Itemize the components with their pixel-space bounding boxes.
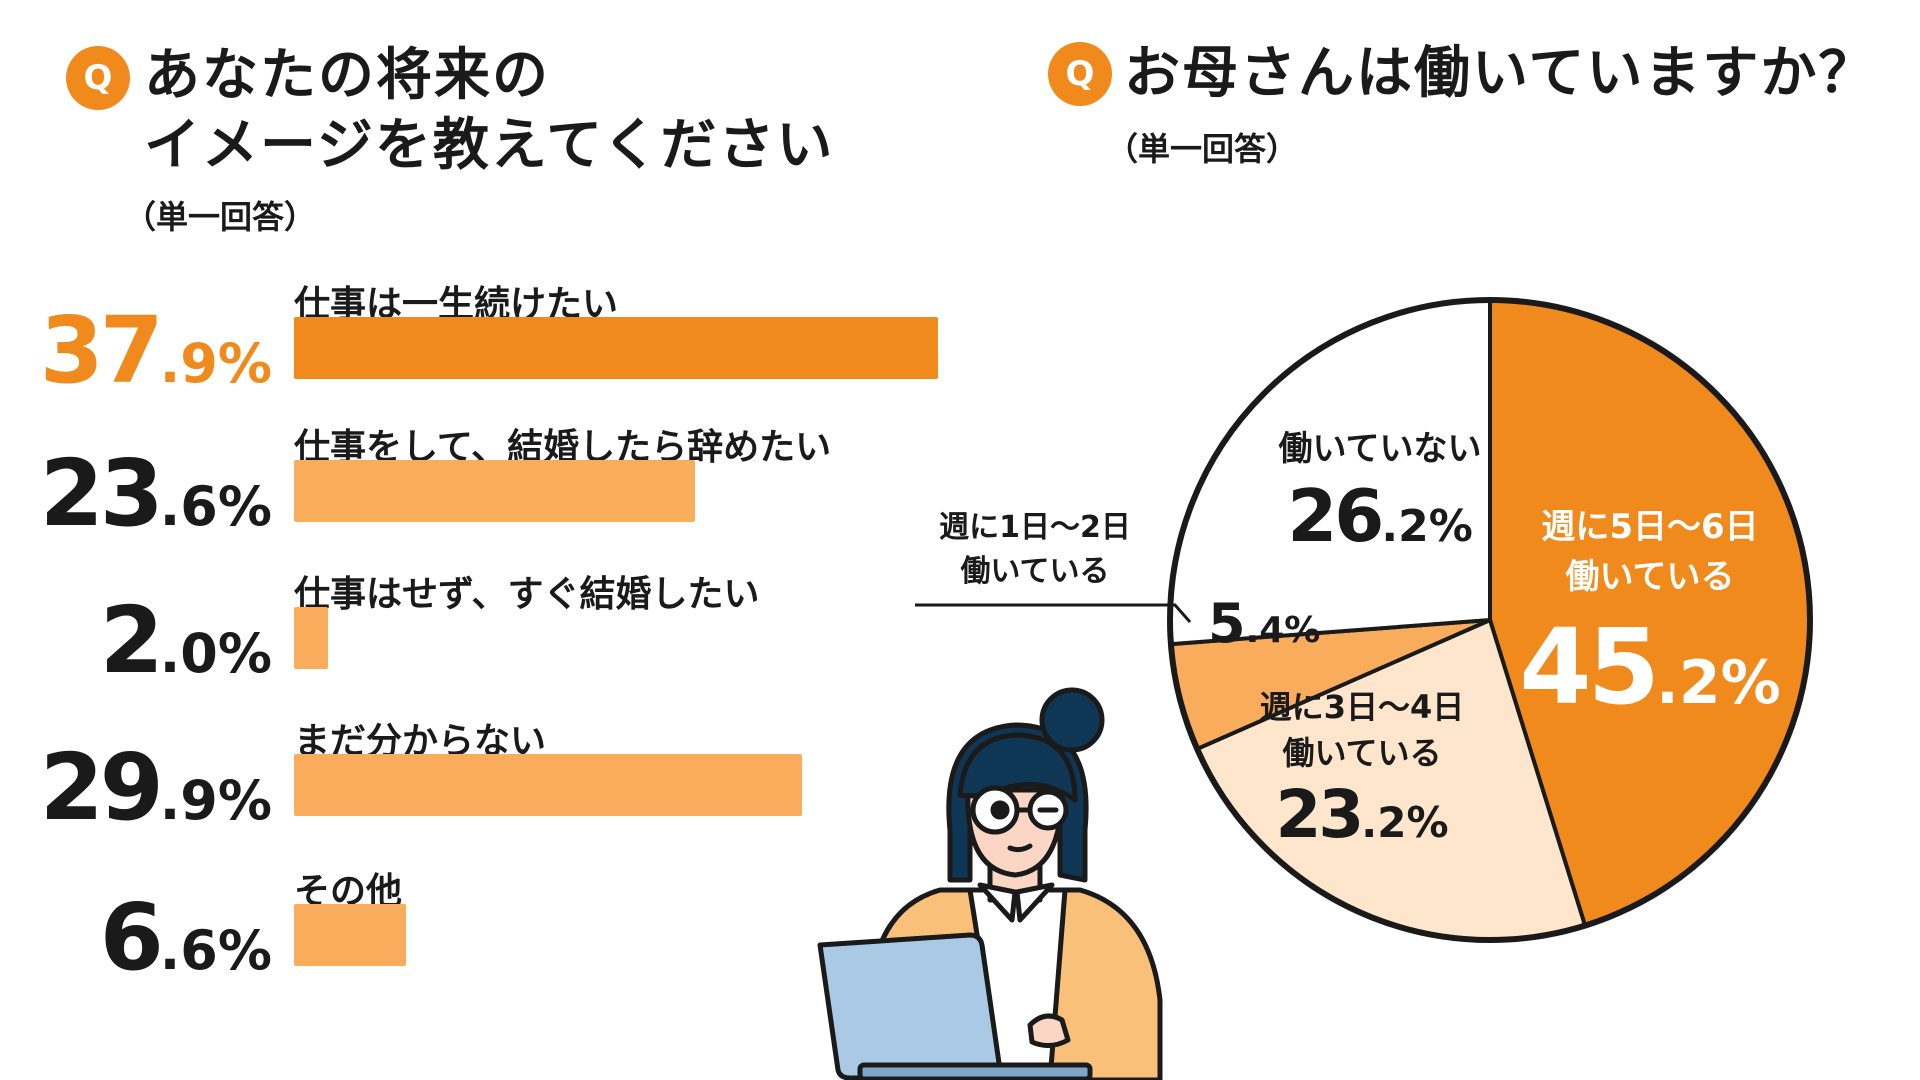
pie-value: 26.2% (1230, 474, 1530, 558)
pie-value-dec: .4% (1245, 610, 1321, 651)
bar-value: 23.6% (40, 440, 272, 547)
question-badge-left: Q (66, 46, 130, 110)
right-subtitle: （単一回答） (1106, 130, 1299, 168)
pie-label-line: 週に1日〜2日 (939, 510, 1131, 545)
woman-with-laptop-illustration (817, 687, 1163, 1080)
question-badge-right: Q (1048, 42, 1112, 106)
pie-label-line: 週に5日〜6日 (1541, 507, 1759, 547)
pie-chart (1167, 297, 1813, 943)
bar-row: その他 6.6% (0, 862, 960, 991)
bar (294, 460, 696, 522)
pie-value-int: 26 (1287, 474, 1384, 558)
bar-value-int: 37 (39, 297, 164, 404)
bar (294, 754, 803, 816)
pie-value-int: 23 (1275, 776, 1364, 853)
pie-value-int: 45 (1519, 606, 1660, 728)
bar-value-dec: .9% (159, 769, 272, 832)
pie-value-dec: .2% (1361, 798, 1449, 847)
pie-callout-label: 週に1日〜2日 働いている (915, 506, 1155, 594)
pie-value: 45.2% (1500, 606, 1800, 728)
bar-row: 仕事はせず、すぐ結婚したい 2.0% (0, 565, 960, 694)
pie-label-line: 働いている (960, 554, 1110, 589)
bar-row: 仕事は一生続けたい 37.9% (0, 275, 960, 404)
left-title-line1: あなたの将来の (144, 43, 550, 108)
pie-label-block: 週に3日〜4日 働いている 23.2% (1232, 684, 1492, 853)
bar-value-dec: .6% (159, 475, 272, 538)
pie-value-int: 5 (1208, 592, 1246, 655)
bar-row: まだ分からない 29.9% (0, 712, 960, 841)
bar-value-int: 23 (39, 440, 164, 547)
pie-value: 5.4% (1208, 592, 1320, 655)
bar-value: 6.6% (100, 884, 272, 991)
pie-callout-line (915, 603, 1192, 623)
pie-label-block: 週に5日〜6日 働いている 45.2% (1500, 502, 1800, 728)
bar-row: 仕事をして、結婚したら辞めたい 23.6% (0, 418, 960, 547)
bar-value-int: 6 (99, 884, 164, 991)
pie-value-dec: .2% (1381, 501, 1473, 552)
left-title-line2: イメージを教えてください (144, 113, 835, 178)
bar-value: 2.0% (100, 587, 272, 694)
bar-value-dec: .9% (159, 332, 272, 395)
bar-label: 仕事はせず、すぐ結婚したい (294, 574, 760, 615)
pie-value: 23.2% (1232, 776, 1492, 853)
bar-value: 37.9% (40, 297, 272, 404)
pie-label-line: 働いている (1565, 557, 1735, 597)
pie-outline (1167, 297, 1813, 943)
bar-value-dec: .6% (159, 919, 272, 982)
pie-label-block: 働いていない 26.2% (1230, 424, 1530, 558)
bar (294, 317, 939, 379)
left-subtitle: （単一回答） (124, 198, 317, 236)
pie-label-line: 働いている (1282, 734, 1442, 772)
bar-value-int: 29 (39, 734, 164, 841)
pie-label-line: 働いていない (1278, 429, 1482, 469)
right-title: お母さんは働いていますか？ (1124, 41, 1877, 106)
pie-label-line: 週に3日〜4日 (1259, 688, 1465, 726)
bar-value-int: 2 (99, 587, 164, 694)
bar-value: 29.9% (40, 734, 272, 841)
bar (294, 607, 328, 669)
pie-value-dec: .2% (1656, 648, 1781, 718)
bar-value-dec: .0% (159, 622, 272, 685)
bar (294, 904, 407, 966)
